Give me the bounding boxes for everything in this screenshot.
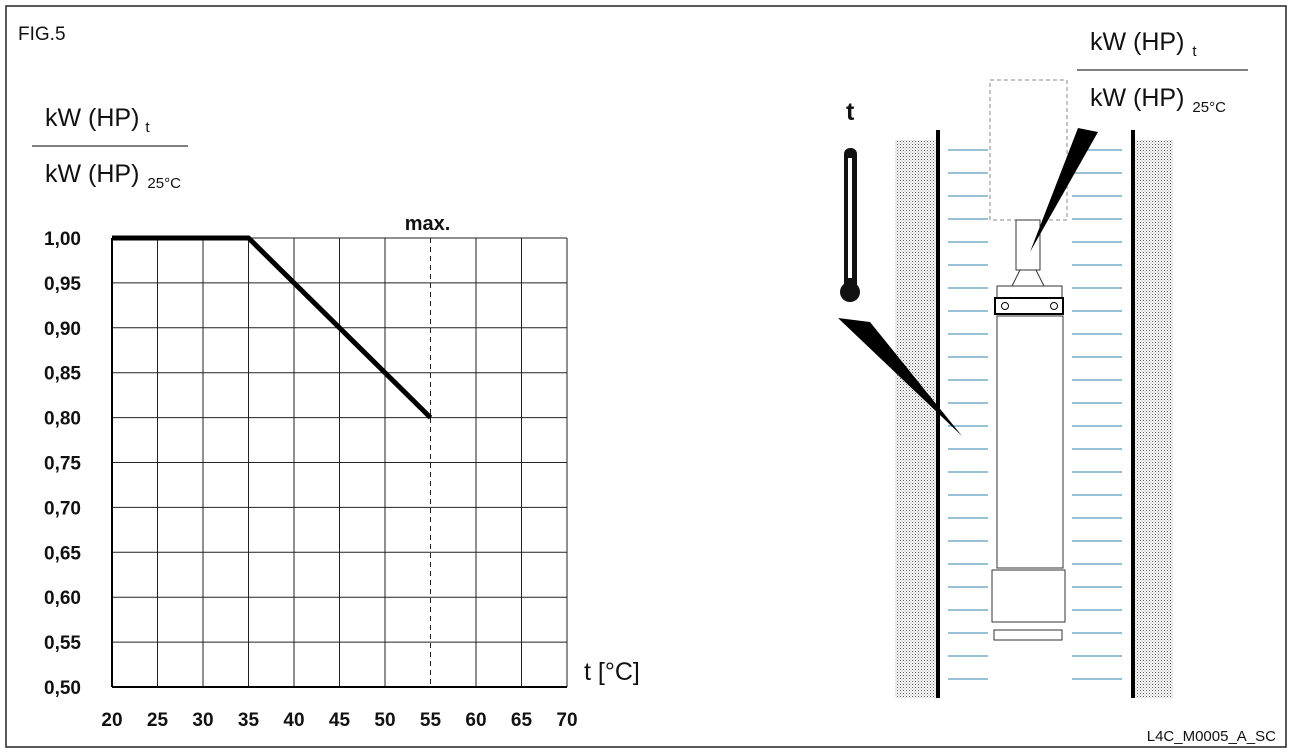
- figure-code: L4C_M0005_A_SC: [1147, 728, 1276, 745]
- x-tick-label: 25: [147, 710, 169, 731]
- pump-body: [997, 316, 1063, 568]
- y-tick-label: 0,70: [44, 498, 81, 519]
- x-tick-label: 45: [329, 710, 351, 731]
- x-tick-label: 60: [465, 710, 486, 731]
- y-tick-label: 0,55: [44, 633, 81, 654]
- annotation-label: max.: [405, 213, 451, 235]
- well-diagram: t kW (HP) t kW (HP) 25°C: [838, 28, 1248, 698]
- y-tick-label: 0,95: [44, 274, 81, 295]
- bolt: [1051, 303, 1058, 310]
- bolt: [1002, 303, 1009, 310]
- y-tick-label: 0,75: [44, 454, 81, 475]
- ylabel-num-sub: t: [145, 119, 150, 136]
- figure-label: FIG.5: [18, 24, 66, 45]
- ratio-den-sub: 25°C: [1192, 99, 1226, 116]
- chart: 0,50 0,55 0,60 0,65 0,70 0,75 0,80 0,85 0,90 0,95…: [44, 213, 578, 731]
- ratio-num-text: kW (HP): [1090, 28, 1184, 56]
- ylabel-den-sub: 25°C: [147, 175, 181, 192]
- thermometer-tube: [848, 158, 852, 278]
- ratio-den-text: kW (HP): [1090, 84, 1184, 112]
- figure: FIG.5 kW (HP)t kW (HP)25°C t [°C] 0,500,…: [0, 0, 1292, 753]
- x-tick-label: 55: [420, 710, 442, 731]
- ylabel-num-text: kW (HP): [45, 104, 139, 132]
- frame: [6, 6, 1286, 747]
- pointer: [1030, 128, 1098, 252]
- ylabel-den-text: kW (HP): [45, 160, 139, 188]
- ratio-num-sub: t: [1192, 43, 1197, 60]
- y-tick-label: 0,65: [44, 543, 81, 564]
- ratio-numerator: kW (HP) t: [1090, 28, 1197, 60]
- ratio-denominator: kW (HP) 25°C: [1090, 84, 1226, 116]
- x-tick-label: 20: [101, 710, 122, 731]
- x-tick-label: 40: [283, 710, 304, 731]
- motor: [992, 570, 1065, 622]
- ylabel-denominator: kW (HP) 25°C: [45, 160, 181, 192]
- x-tick-label: 30: [192, 710, 213, 731]
- y-axis-label: kW (HP) t kW (HP) 25°C: [32, 104, 188, 192]
- x-axis-label: t [°C]: [584, 658, 640, 686]
- y-tick-label: 1,00: [44, 229, 81, 250]
- motor-base: [994, 630, 1062, 640]
- thermometer-bulb: [840, 282, 860, 302]
- valve: [1012, 270, 1044, 286]
- ylabel-numerator: kW (HP) t: [45, 104, 150, 136]
- y-tick-label: 0,60: [44, 588, 81, 609]
- y-tick-label: 0,90: [44, 319, 81, 340]
- x-tick-label: 65: [511, 710, 533, 731]
- x-tick-label: 70: [556, 710, 577, 731]
- well-wall: [895, 140, 938, 698]
- well-wall: [1133, 140, 1173, 698]
- outlet: [1016, 220, 1040, 270]
- y-tick-label: 0,80: [44, 409, 81, 430]
- y-tick-label: 0,50: [44, 678, 81, 699]
- thermometer-label: t: [846, 98, 855, 126]
- y-tick-label: 0,85: [44, 364, 81, 385]
- x-tick-label: 35: [238, 710, 260, 731]
- x-tick-label: 50: [374, 710, 395, 731]
- flange: [997, 286, 1062, 298]
